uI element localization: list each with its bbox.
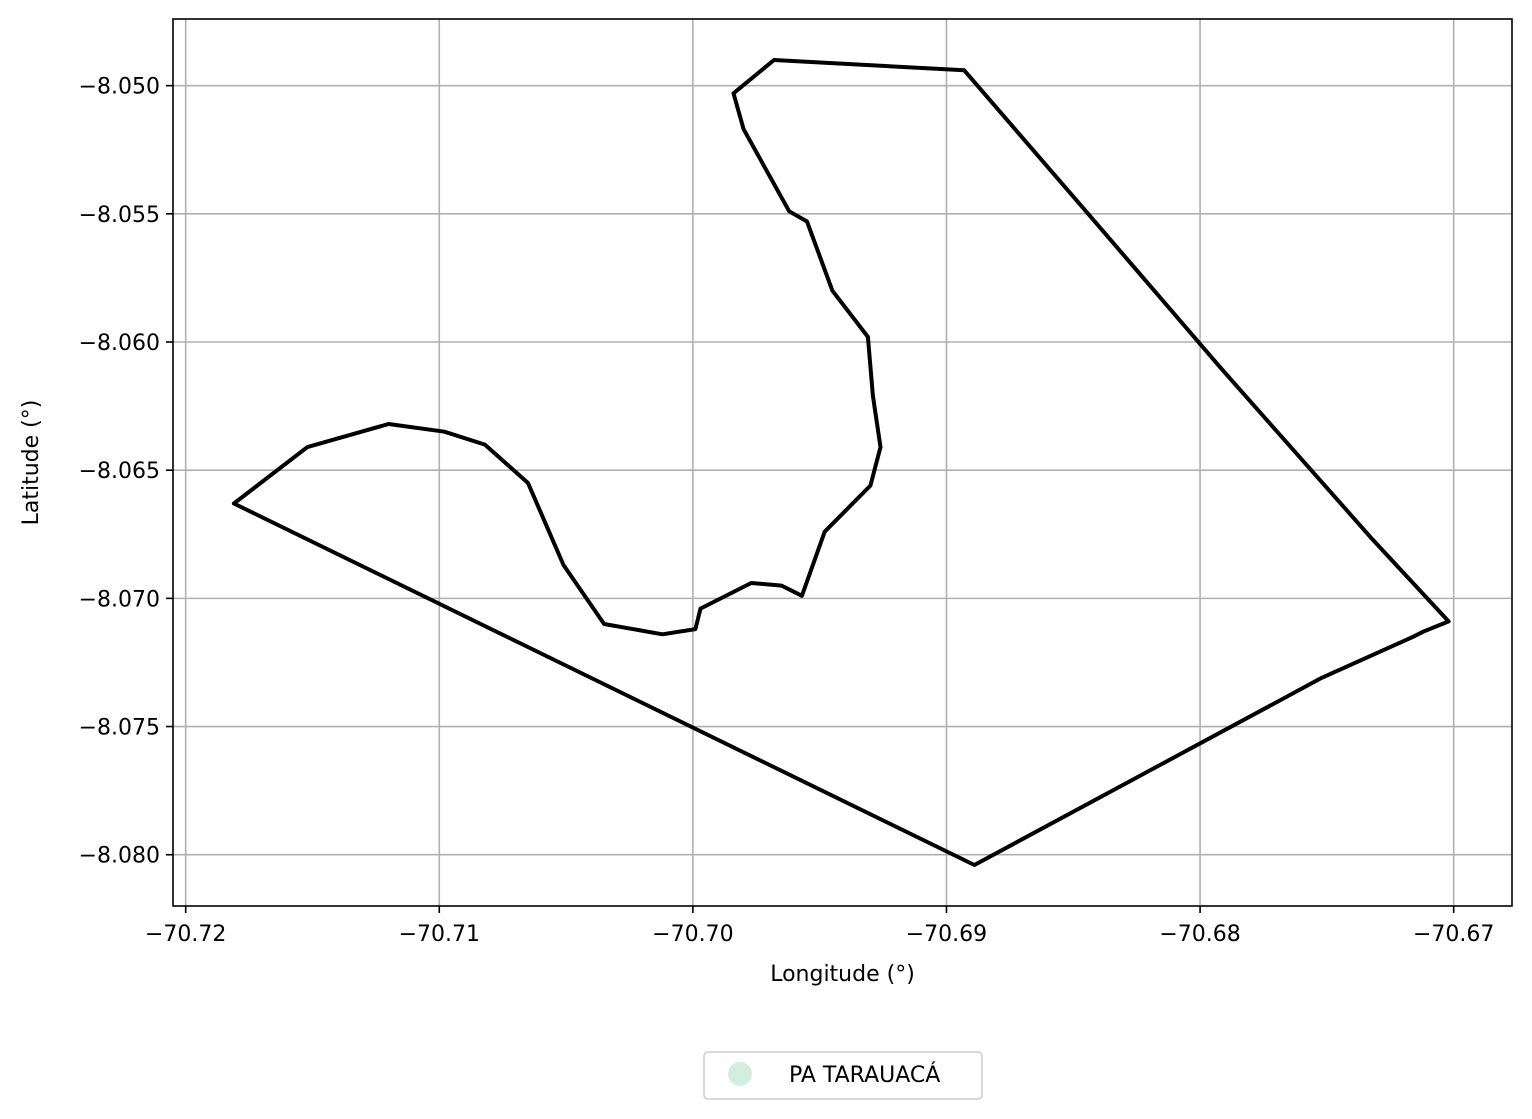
x-axis-ticks: −70.72 −70.71 −70.70 −70.69 −70.68 −70.67 (145, 906, 1494, 947)
y-tick-label: −8.080 (79, 844, 160, 869)
data-layer (231, 58, 1451, 867)
plot-frame (172, 18, 1513, 907)
x-tick-label: −70.68 (1159, 922, 1240, 947)
legend: PA TARAUACÁ (703, 1051, 983, 1100)
x-tick-label: −70.71 (399, 922, 480, 947)
x-tick-label: −70.70 (652, 922, 733, 947)
y-tick-label: −8.050 (79, 75, 160, 100)
x-tick-label: −70.69 (906, 922, 987, 947)
boundary-polygon (231, 58, 1451, 867)
y-tick-label: −8.065 (79, 459, 160, 484)
x-axis-title: Longitude (°) (770, 962, 915, 987)
plot-area-background (173, 19, 1512, 906)
y-tick-label: −8.075 (79, 716, 160, 741)
legend-frame (703, 1051, 983, 1100)
legend-marker (728, 1062, 752, 1086)
x-tick-label: −70.72 (145, 922, 226, 947)
y-tick-label: −8.060 (79, 331, 160, 356)
y-axis-ticks: −8.050 −8.055 −8.060 −8.065 −8.070 −8.075 −8.0… (79, 75, 173, 869)
legend-label: PA TARAUACÁ (789, 1062, 940, 1088)
y-axis-title: Latitude (°) (19, 400, 44, 526)
y-tick-label: −8.070 (79, 587, 160, 612)
grid (173, 19, 1512, 906)
x-tick-label: −70.67 (1413, 922, 1494, 947)
y-tick-label: −8.055 (79, 203, 160, 228)
